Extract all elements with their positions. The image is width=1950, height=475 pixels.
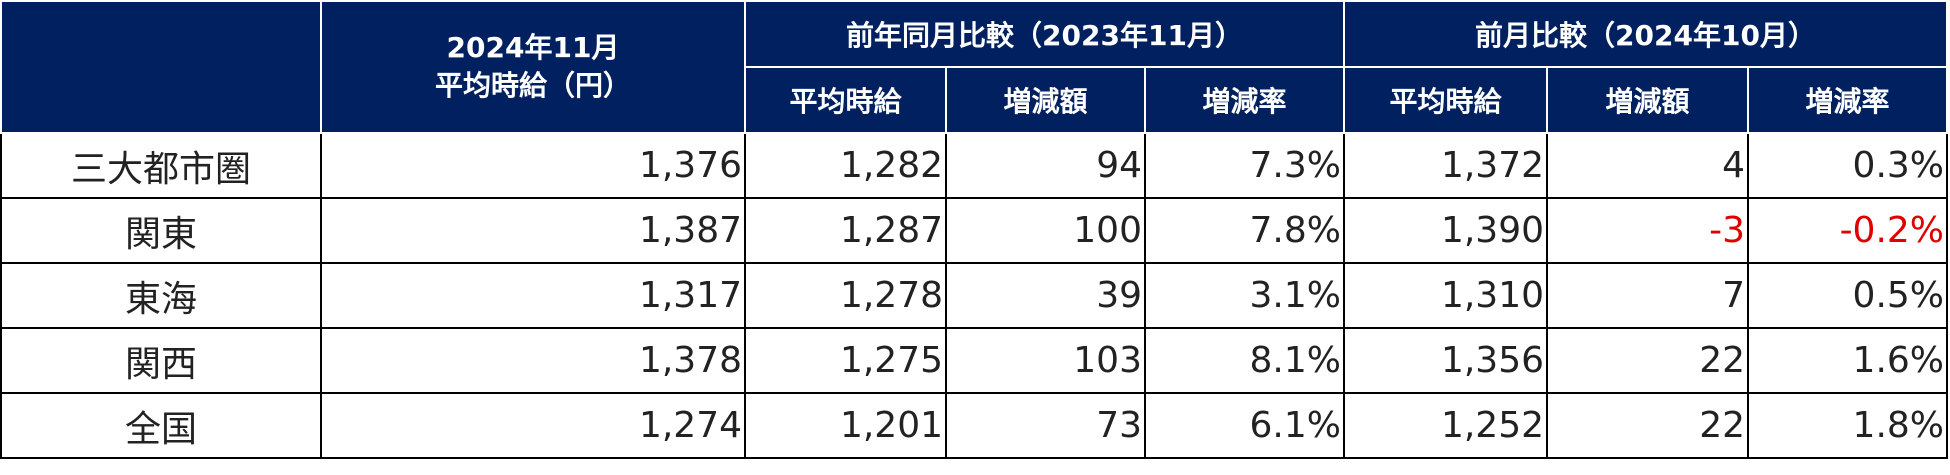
cell: 1,275	[744, 327, 947, 394]
cell: 1.6%	[1746, 327, 1949, 394]
cell: 7	[1546, 262, 1749, 329]
cell: 1.8%	[1746, 392, 1949, 459]
cell: 7.3%	[1144, 132, 1345, 199]
cell: 1,287	[744, 197, 947, 264]
column-header: 増減額	[945, 66, 1146, 134]
cell: 1,372	[1343, 132, 1548, 199]
cell: 1,252	[1343, 392, 1548, 459]
header-line: 2024年11月	[446, 31, 620, 64]
table-body: 三大都市圏 1,376 1,282 94 7.3% 1,372 4 0.3% 関東 1,387 1,…	[0, 132, 1949, 459]
cell: -0.2%	[1746, 197, 1949, 264]
cell: 0.5%	[1746, 262, 1949, 329]
table-row: 三大都市圏 1,376 1,282 94 7.3% 1,372 4 0.3%	[0, 132, 1949, 199]
cell: 8.1%	[1144, 327, 1345, 394]
cell: 3.1%	[1144, 262, 1345, 329]
cell: 7.8%	[1144, 197, 1345, 264]
row-label: 東海	[0, 262, 322, 329]
row-label: 全国	[0, 392, 322, 459]
cell: 0.3%	[1746, 132, 1949, 199]
cell: -3	[1546, 197, 1749, 264]
wage-table: 2024年11月 平均時給（円） 前年同月比較（2023年11月） 前月比較（20…	[0, 0, 1949, 459]
column-header: 平均時給	[1343, 66, 1548, 134]
column-header: 増減率	[1746, 66, 1949, 134]
table-row: 関東 1,387 1,287 100 7.8% 1,390 -3 -0.2%	[0, 197, 1949, 264]
column-header: 増減額	[1546, 66, 1749, 134]
header-line: 平均時給（円）	[434, 69, 631, 102]
row-label: 関西	[0, 327, 322, 394]
cell: 1,376	[320, 132, 746, 199]
cell: 1,274	[320, 392, 746, 459]
cell: 22	[1546, 392, 1749, 459]
column-header: 平均時給	[744, 66, 947, 134]
table-row: 関西 1,378 1,275 103 8.1% 1,356 22 1.6%	[0, 327, 1949, 394]
cell: 1,201	[744, 392, 947, 459]
corner-cell	[0, 0, 322, 134]
cell: 1,387	[320, 197, 746, 264]
cell: 4	[1546, 132, 1749, 199]
cell: 1,317	[320, 262, 746, 329]
cell: 94	[945, 132, 1146, 199]
cell: 100	[945, 197, 1146, 264]
group-header: 前月比較（2024年10月）	[1342, 0, 1949, 68]
column-header: 増減率	[1144, 66, 1345, 134]
header-row: 2024年11月 平均時給（円） 前年同月比較（2023年11月） 前月比較（20…	[0, 0, 1949, 134]
cell: 73	[945, 392, 1146, 459]
cell: 1,278	[744, 262, 947, 329]
cell: 1,356	[1343, 327, 1548, 394]
table-row: 東海 1,317 1,278 39 3.1% 1,310 7 0.5%	[0, 262, 1949, 329]
cell: 22	[1546, 327, 1749, 394]
row-label: 三大都市圏	[0, 132, 322, 199]
cell: 1,390	[1343, 197, 1548, 264]
group-header: 前年同月比較（2023年11月）	[744, 0, 1345, 68]
cell: 1,378	[320, 327, 746, 394]
current-header: 2024年11月 平均時給（円）	[320, 0, 746, 134]
cell: 1,310	[1343, 262, 1548, 329]
cell: 6.1%	[1144, 392, 1345, 459]
row-label: 関東	[0, 197, 322, 264]
table-row: 全国 1,274 1,201 73 6.1% 1,252 22 1.8%	[0, 392, 1949, 459]
cell: 103	[945, 327, 1146, 394]
cell: 1,282	[744, 132, 947, 199]
cell: 39	[945, 262, 1146, 329]
subheader-row: 平均時給 増減額 増減率 平均時給 増減額 増減率	[1, 66, 1949, 134]
